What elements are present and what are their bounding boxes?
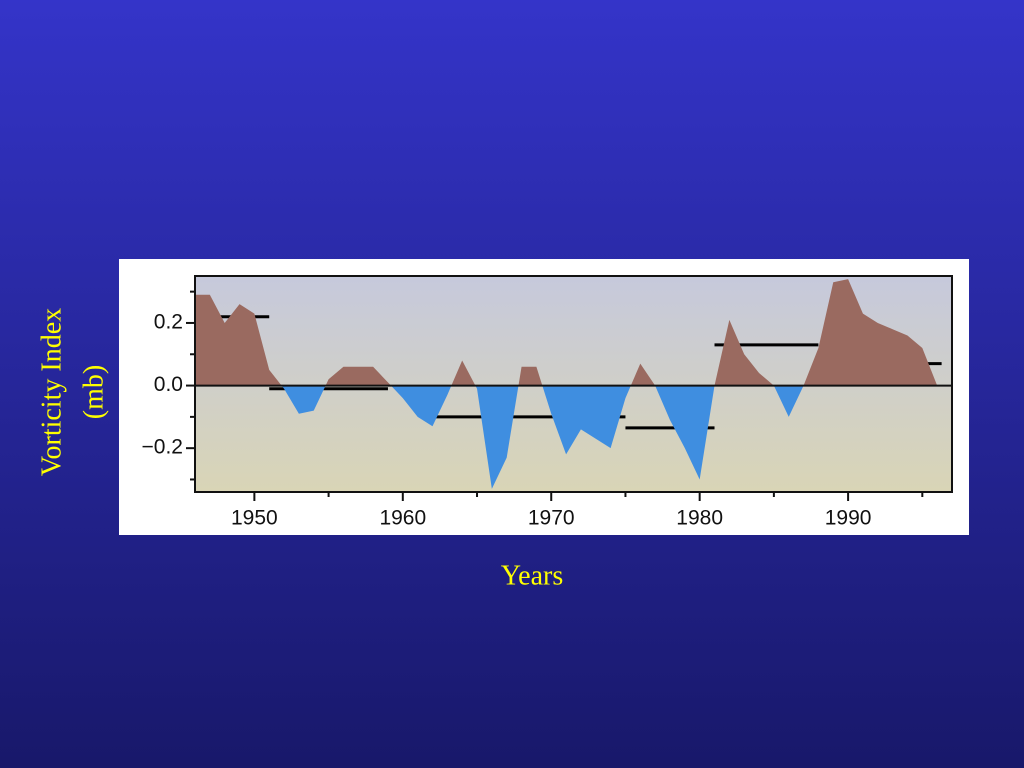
anomaly-area: [195, 279, 938, 489]
y-axis-title: Vorticity Index: [36, 308, 67, 476]
x-tick-label: 1970: [528, 507, 575, 530]
x-tick-label: 1980: [676, 507, 723, 530]
x-tick-label: 1990: [825, 507, 872, 530]
y-axis-title: (mb): [78, 365, 109, 419]
x-axis-title: Years: [501, 560, 564, 591]
y-tick-label: −0.2: [142, 436, 183, 459]
y-tick-label: 0.2: [154, 311, 183, 334]
y-tick-label: 0.0: [154, 373, 183, 396]
x-tick-label: 1960: [379, 507, 426, 530]
x-tick-label: 1950: [231, 507, 278, 530]
plot-frame: [194, 275, 953, 493]
plot: 0.2 0.0 −0.2 1950 1960 1970 1980 1990: [142, 279, 952, 530]
